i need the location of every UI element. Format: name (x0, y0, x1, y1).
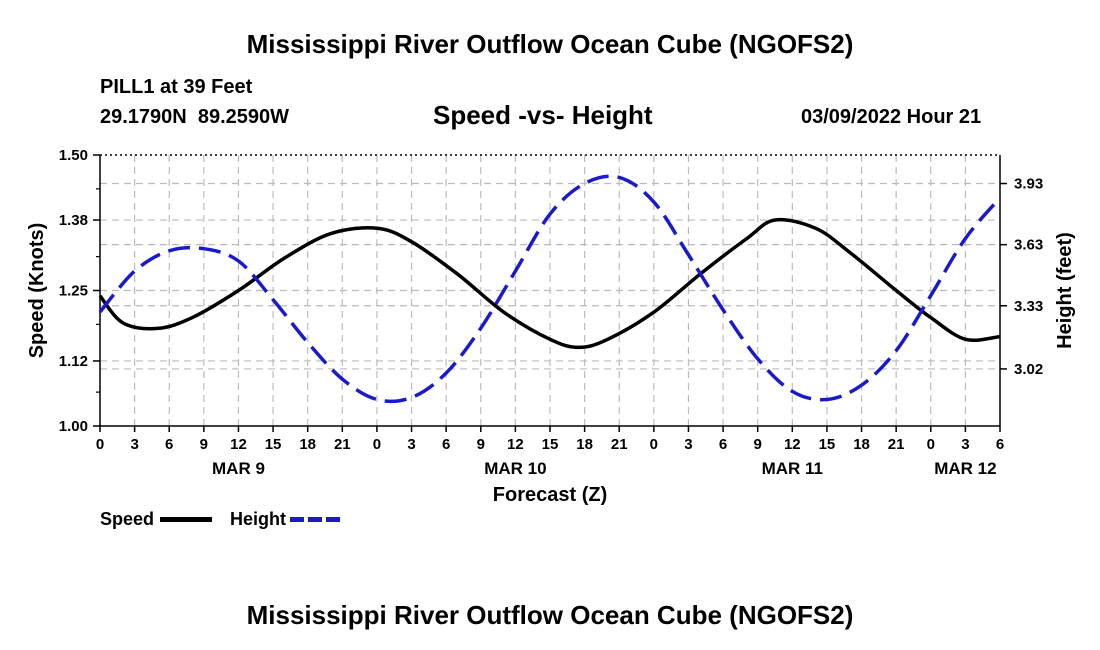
y2-axis-title: Height (feet) (1054, 232, 1076, 349)
y-tick-label: 1.00 (59, 418, 88, 435)
height-series-line (98, 174, 1002, 404)
station-label: PILL1 at 39 Feet (100, 76, 253, 98)
y2-tick-label: 3.02 (1014, 361, 1043, 378)
x-tick-label: 6 (719, 436, 727, 453)
x-tick-label: 9 (754, 436, 762, 453)
x-tick-label: 0 (650, 436, 658, 453)
x-tick-label: 18 (853, 436, 870, 453)
y-tick-label: 1.50 (59, 147, 88, 164)
x-tick-label: 0 (373, 436, 381, 453)
x-tick-label: 15 (265, 436, 282, 453)
x-tick-label: 6 (165, 436, 173, 453)
x-day-label: MAR 11 (762, 459, 823, 478)
y2-tick-label: 3.33 (1014, 298, 1043, 315)
x-tick-label: 18 (299, 436, 316, 453)
x-tick-label: 21 (888, 436, 905, 453)
x-tick-label: 0 (927, 436, 935, 453)
x-tick-label: 15 (542, 436, 559, 453)
x-tick-label: 9 (477, 436, 485, 453)
forecast-datetime: 03/09/2022 Hour 21 (801, 106, 982, 128)
chart-title: Mississippi River Outflow Ocean Cube (NG… (246, 29, 854, 59)
x-tick-label: 15 (819, 436, 836, 453)
x-tick-label: 18 (576, 436, 593, 453)
x-tick-label: 12 (784, 436, 801, 453)
x-day-label: MAR 12 (934, 459, 996, 478)
coordinates-label: 29.1790N 89.2590W (100, 106, 290, 128)
x-day-label: MAR 9 (212, 459, 265, 478)
x-tick-label: 3 (130, 436, 138, 453)
x-axis-title: Forecast (Z) (493, 484, 607, 506)
x-tick-label: 9 (200, 436, 208, 453)
legend-speed-swatch (160, 517, 212, 522)
x-tick-label: 3 (684, 436, 692, 453)
x-tick-label: 0 (96, 436, 104, 453)
x-tick-label: 21 (334, 436, 351, 453)
y-axis-title: Speed (Knots) (26, 223, 48, 359)
legend-height-swatch (290, 517, 342, 522)
x-day-label: MAR 10 (484, 459, 546, 478)
speed-series-line (98, 217, 1001, 350)
y2-tick-label: 3.93 (1014, 176, 1043, 193)
y-tick-label: 1.12 (59, 353, 88, 370)
y2-tick-label: 3.63 (1014, 237, 1043, 254)
x-tick-label: 12 (507, 436, 524, 453)
chart-subtitle: Speed -vs- Height (433, 100, 653, 130)
footer-title: Mississippi River Outflow Ocean Cube (NG… (246, 600, 854, 630)
x-tick-label: 21 (611, 436, 628, 453)
legend-speed-label: Speed (100, 509, 155, 529)
x-tick-label: 6 (996, 436, 1004, 453)
x-tick-label: 3 (961, 436, 969, 453)
x-tick-label: 3 (407, 436, 415, 453)
legend-height-label: Height (230, 509, 286, 529)
y-tick-label: 1.38 (59, 212, 88, 229)
y-tick-label: 1.25 (59, 283, 88, 300)
x-tick-label: 6 (442, 436, 450, 453)
x-tick-label: 12 (230, 436, 247, 453)
